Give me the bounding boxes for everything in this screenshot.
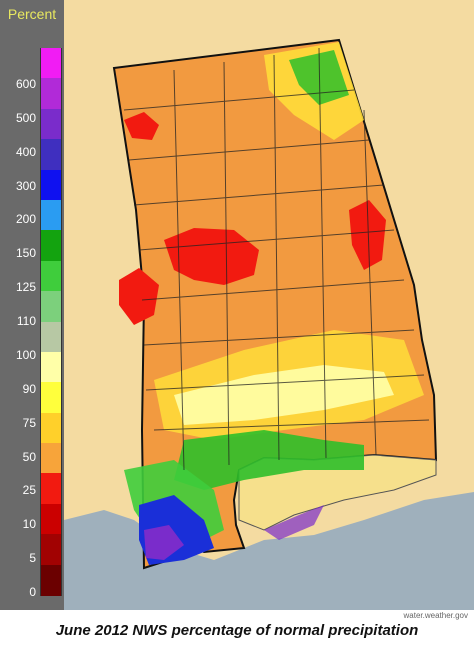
legend-swatch [40,351,62,383]
legend-tick-label: 600 [15,77,36,91]
dry-core-east [349,200,386,270]
dry-core-north [124,112,159,140]
legend-swatch [40,412,62,444]
legend-swatch [40,48,62,79]
legend-swatch [40,473,62,505]
legend-swatch [40,291,62,323]
legend-tick-label: 50 [22,449,36,464]
legend-swatch [40,230,62,262]
legend-tick-label: 75 [22,415,36,430]
legend-tick-label: 110 [16,314,36,329]
legend-tick-label: 500 [15,110,36,125]
legend-tick-label: 0 [29,585,36,599]
legend-swatch [40,534,62,566]
legend-swatch [40,321,62,353]
legend-swatch [40,443,62,475]
dry-core-west [119,268,159,325]
legend-panel: Percent 600 500 400 300 200 150 125 110 100 90 75 5… [0,0,64,610]
legend-swatch [40,78,62,110]
legend-swatch [40,199,62,231]
green-south [174,430,364,490]
legend-title: Percent [7,6,57,22]
county-lines [123,47,430,471]
legend-swatch [40,169,62,201]
figure-caption: June 2012 NWS percentage of normal preci… [55,622,419,639]
legend-swatch [40,108,62,140]
legend-swatch [40,260,62,292]
legend-tick-label: 100 [15,347,36,362]
data-source-credit: water.weather.gov [403,611,468,620]
legend-tick-label: 5 [29,551,36,566]
purple-gulf-east [264,505,324,540]
legend-tick-label: 125 [15,280,36,295]
legend-tick-label: 200 [15,212,36,227]
legend-swatch [40,382,62,414]
gulf-of-mexico [64,492,474,610]
legend-tick-label: 400 [15,144,36,159]
legend-tick-label: 150 [15,246,36,261]
purple-coast [144,525,184,560]
legend-tick-label: 25 [22,483,36,498]
legend-tick-label: 10 [22,517,36,532]
alabama-map [64,0,474,610]
legend-swatch [40,139,62,171]
legend-swatch [40,564,62,596]
legend-tick-label: 90 [22,381,36,396]
legend-tick-label: 300 [15,178,36,193]
legend-swatch [40,503,62,535]
